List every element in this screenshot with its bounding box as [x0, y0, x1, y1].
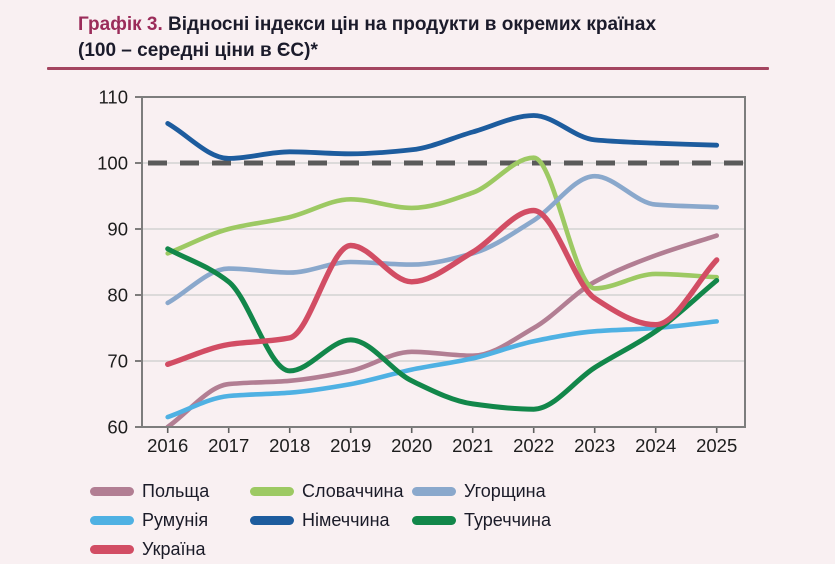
- x-tick-label: 2016: [147, 435, 188, 456]
- series-line-1: [165, 155, 719, 291]
- y-tick-label: 90: [107, 219, 128, 240]
- x-tick-label: 2024: [635, 435, 676, 456]
- legend-item-turkey: Туреччина: [412, 508, 632, 534]
- y-tick-label: 70: [107, 351, 128, 372]
- title-underline: [47, 67, 769, 70]
- x-tick-label: 2022: [513, 435, 554, 456]
- x-tick-label: 2025: [696, 435, 737, 456]
- legend-item-poland: Польща: [90, 479, 250, 505]
- x-tick-label: 2019: [330, 435, 371, 456]
- y-tick-label: 110: [99, 87, 129, 108]
- legend-swatch-ukraine: [90, 545, 134, 554]
- x-tick-label: 2018: [269, 435, 310, 456]
- chart-title-text: Відносні індекси цін на продукти в окрем…: [162, 14, 657, 35]
- chart-legend: Польща Словаччина Угорщина Румунія Німеч…: [90, 477, 632, 564]
- legend-swatch-slovakia: [250, 487, 294, 496]
- y-tick-label: 100: [97, 153, 128, 174]
- price-index-line-chart: 60 70 80 90 100 110 2016 2017 2018 2019 2020 2021 20…: [97, 87, 746, 456]
- x-tick-label: 2021: [452, 435, 493, 456]
- x-tick-label: 2020: [391, 435, 432, 456]
- series-line-0: [165, 233, 719, 428]
- y-tick-label: 60: [107, 417, 128, 438]
- legend-swatch-hungary: [412, 487, 456, 496]
- legend-item-slovakia: Словаччина: [250, 479, 412, 505]
- x-tick-label: 2017: [208, 435, 249, 456]
- legend-label: Німеччина: [302, 510, 390, 530]
- legend-label: Україна: [142, 539, 206, 559]
- legend-item-germany: Німеччина: [250, 508, 412, 534]
- legend-item-ukraine: Україна: [90, 537, 250, 563]
- chart-title: Графік 3. Відносні індекси цін на продук…: [78, 12, 788, 64]
- series-line-6: [165, 207, 720, 367]
- legend-item-hungary: Угорщина: [412, 479, 632, 505]
- chart-number-label: Графік 3.: [78, 14, 163, 35]
- legend-label: Польща: [142, 481, 210, 501]
- legend-label: Туреччина: [464, 510, 551, 530]
- legend-item-romania: Румунія: [90, 508, 250, 534]
- legend-swatch-poland: [90, 487, 134, 496]
- series-line-5: [165, 246, 720, 412]
- series-line-4: [165, 113, 720, 161]
- chart-title-line2: (100 – середні ціни в ЄС)*: [78, 40, 318, 61]
- legend-swatch-romania: [90, 516, 134, 525]
- y-tick-label: 80: [107, 285, 128, 306]
- series-line-2: [165, 173, 719, 306]
- legend-swatch-turkey: [412, 516, 456, 525]
- legend-label: Словаччина: [302, 481, 404, 501]
- x-tick-label: 2023: [574, 435, 615, 456]
- legend-swatch-germany: [250, 516, 294, 525]
- plot-border: [141, 96, 746, 428]
- legend-label: Румунія: [142, 510, 209, 530]
- series-line-3: [165, 319, 719, 420]
- legend-label: Угорщина: [464, 481, 546, 501]
